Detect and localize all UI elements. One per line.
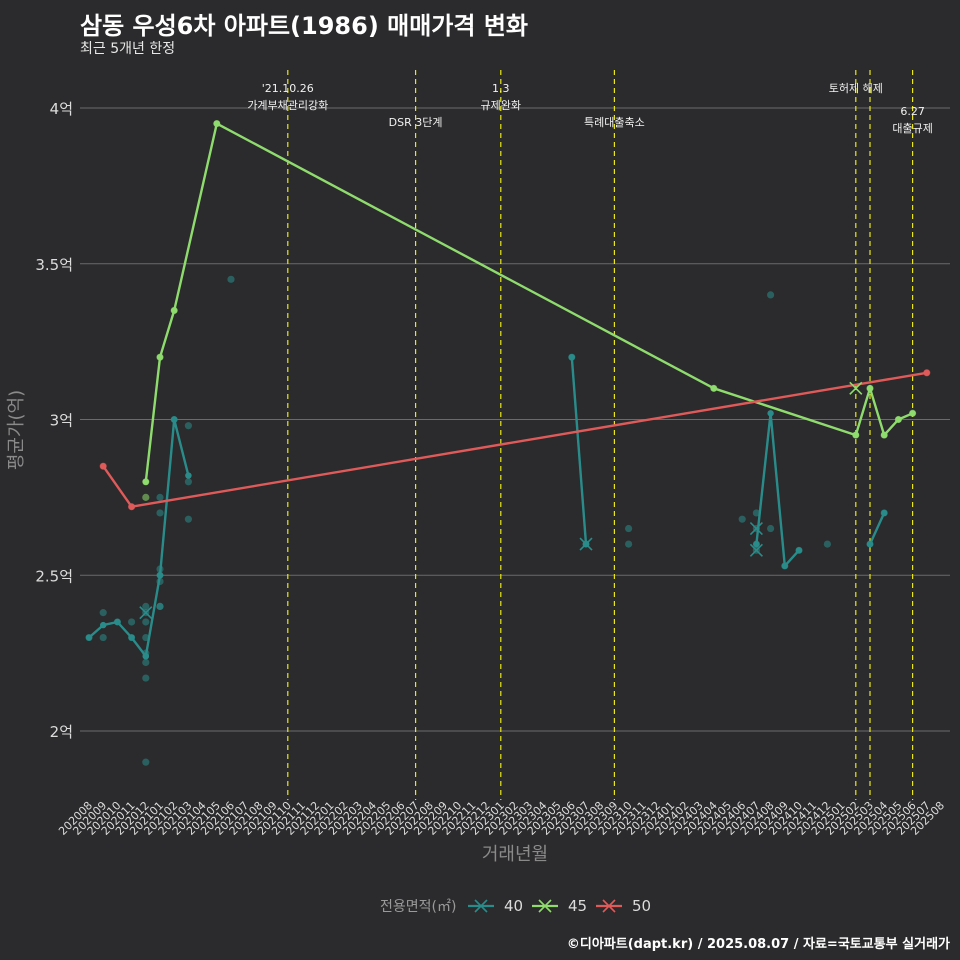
line-vertex-40 (753, 540, 760, 548)
line-vertex-45 (710, 385, 717, 392)
cancelled-markers (139, 381, 863, 620)
line-vertex-45 (171, 307, 178, 314)
series-line-50 (102, 371, 927, 508)
legend-label-45: 45 (568, 897, 587, 915)
event-label: 대출규제 (892, 122, 932, 135)
line-vertex-45 (852, 431, 859, 439)
line-vertex-45 (142, 478, 149, 485)
grid-lines (80, 107, 950, 732)
data-point-40 (184, 478, 192, 486)
legend-marker-50 (602, 899, 616, 913)
data-point-40 (142, 658, 150, 667)
data-point-40 (142, 602, 150, 611)
data-point-40 (142, 618, 150, 626)
data-point-40 (823, 540, 832, 548)
event-label: 규제완화 (481, 99, 521, 112)
data-point-40 (625, 540, 633, 548)
event-label: 1.3 (492, 82, 510, 95)
data-point-40 (142, 758, 150, 766)
data-point-40 (184, 515, 192, 523)
event-label: 특례대출축소 (584, 116, 645, 129)
series-line-45 (144, 122, 914, 482)
line-vertex-40 (114, 618, 121, 626)
legend-title: 전용면적(㎡) (380, 899, 456, 915)
line-vertex-40 (881, 509, 888, 517)
data-point-40 (227, 275, 235, 283)
series-line-40 (144, 418, 190, 657)
line-vertex-45 (213, 120, 220, 127)
data-point-40 (128, 618, 136, 626)
series-line-40 (868, 512, 886, 545)
line-vertex-40 (85, 634, 93, 641)
line-vertex-40 (100, 621, 107, 629)
line-vertex-45 (895, 416, 902, 423)
legend-label-50: 50 (632, 897, 651, 915)
series-lines (85, 120, 930, 660)
data-point-40 (625, 524, 633, 533)
data-point-40 (99, 609, 107, 617)
x-axis-ticks: 2020082020092020102020112020122021012021… (56, 799, 947, 838)
cancelled-marker-40 (579, 537, 593, 551)
y-tick-label: 2.5억 (35, 567, 73, 585)
y-axis-label: 평균가(억) (6, 390, 27, 470)
data-point-40 (767, 291, 775, 299)
event-label: DSR 3단계 (389, 116, 443, 129)
event-label: '21.10.26 (262, 82, 314, 95)
data-point-40 (767, 524, 775, 533)
line-vertex-40 (795, 547, 803, 554)
cancelled-marker-40 (139, 606, 153, 620)
chart-subtitle: 최근 5개년 한정 (80, 41, 176, 57)
line-vertex-40 (767, 410, 774, 417)
y-tick-label: 2억 (50, 723, 73, 741)
line-vertex-40 (185, 472, 192, 479)
cancelled-marker-40 (749, 543, 763, 557)
data-point-40 (142, 674, 150, 682)
legend-marker-40 (474, 899, 488, 913)
data-point-40 (156, 602, 164, 611)
line-vertex-45 (909, 410, 916, 417)
line-vertex-45 (881, 431, 888, 439)
data-point-45 (142, 493, 150, 501)
series-line-40 (755, 412, 800, 568)
line-vertex-40 (171, 416, 178, 423)
event-label: 6.27 (900, 105, 925, 118)
data-point-40 (738, 515, 746, 523)
line-vertex-50 (923, 369, 930, 376)
data-point-40 (156, 509, 164, 517)
y-tick-label: 3.5억 (35, 256, 73, 274)
cancelled-marker-40 (749, 521, 763, 536)
data-point-40 (156, 493, 164, 501)
legend: 전용면적(㎡) 40 45 50 (380, 897, 651, 915)
data-point-40 (184, 422, 192, 430)
x-axis-label: 거래년월 (482, 844, 548, 865)
series-line-40 (88, 620, 147, 657)
source-caption: ©디아파트(dapt.kr) / 2025.08.07 / 자료=국토교통부 실… (566, 937, 950, 952)
line-vertex-40 (866, 540, 874, 548)
event-label: 토허제 해제 (829, 81, 883, 95)
chart-title: 삼동 우성6차 아파트(1986) 매매가격 변화 (80, 12, 528, 40)
event-label: 가계부채관리강화 (247, 99, 328, 112)
y-axis-ticks: 2억 2.5억 3억 3.5억 4억 (35, 100, 73, 741)
line-vertex-40 (128, 634, 135, 641)
line-vertex-40 (568, 354, 575, 361)
line-vertex-45 (156, 354, 164, 361)
line-vertex-50 (128, 503, 135, 510)
data-point-40 (99, 633, 107, 642)
legend-marker-45 (538, 899, 552, 913)
policy-event-lines (287, 70, 914, 800)
y-tick-label: 4억 (50, 100, 73, 118)
line-vertex-40 (156, 572, 164, 579)
y-tick-label: 3억 (50, 412, 73, 430)
line-vertex-40 (142, 653, 149, 660)
cancelled-marker-45 (849, 381, 863, 395)
line-vertex-40 (781, 562, 788, 570)
line-vertex-45 (866, 385, 874, 392)
series-line-40 (570, 357, 588, 545)
data-point-40 (752, 509, 761, 517)
line-vertex-50 (100, 463, 107, 470)
legend-label-40: 40 (504, 897, 523, 915)
